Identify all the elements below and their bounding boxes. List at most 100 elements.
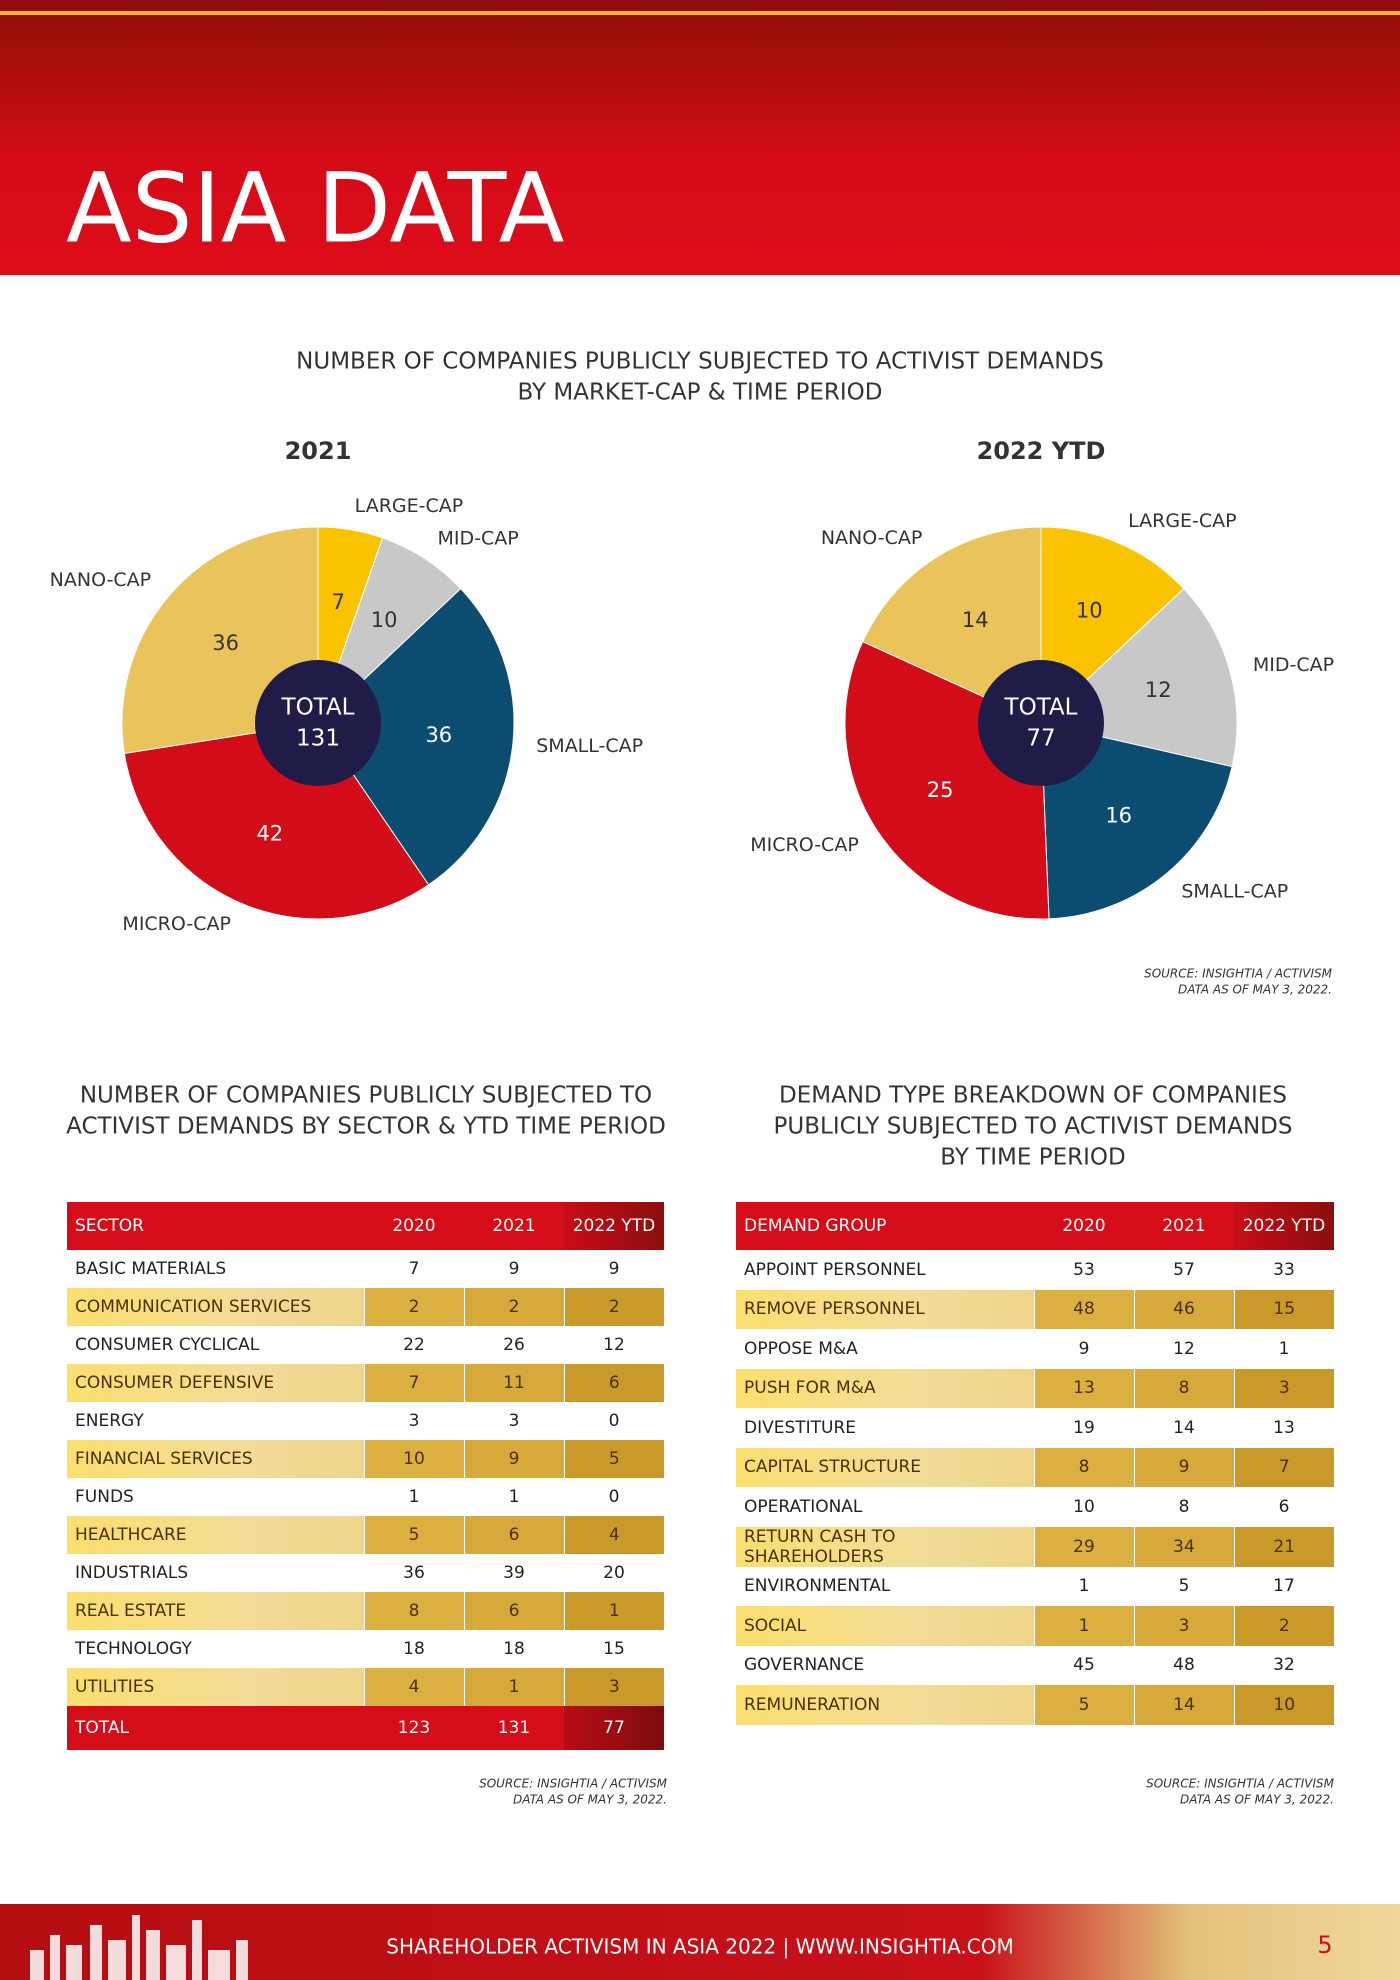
column-header: 2020 — [364, 1202, 464, 1250]
cell-value: 15 — [603, 1639, 625, 1659]
table-row: BASIC MATERIALS 7 9 9 — [67, 1250, 664, 1288]
cell-value: 6 — [463, 1592, 564, 1630]
sector-table: SECTOR 2020 2021 2022 YTD BASIC MATERIALS 7 9 9… — [67, 1202, 664, 1750]
total-label: TOTAL — [67, 1706, 364, 1750]
cell-value: 9 — [1133, 1447, 1234, 1487]
header-row: DEMAND GROUP 2020 2021 2022 YTD — [736, 1202, 1334, 1250]
cell-value: 48 — [1033, 1289, 1134, 1329]
column-header: 2021 — [1134, 1202, 1234, 1250]
cell-value: 1 — [563, 1592, 664, 1630]
chart-section-title: BY MARKET-CAP & TIME PERIOD — [517, 380, 882, 406]
slice-label: NANO-CAP — [50, 569, 152, 591]
table-row: OPPOSE M&A 9 12 1 — [736, 1329, 1334, 1369]
slice-label: MID-CAP — [1253, 654, 1334, 676]
cell-value: 1 — [408, 1487, 420, 1507]
slice-value: 36 — [212, 631, 239, 655]
table-row: FINANCIAL SERVICES 10 9 5 — [67, 1440, 664, 1478]
cell-value: 3 — [563, 1668, 664, 1706]
slice-value: 7 — [332, 590, 345, 614]
table-row: CAPITAL STRUCTURE 8 9 7 — [736, 1447, 1334, 1487]
slice-label: MICRO-CAP — [750, 834, 859, 856]
cell-value: 20 — [603, 1563, 625, 1583]
column-header: 2022 YTD — [564, 1202, 664, 1250]
cell-value: 7 — [408, 1259, 420, 1279]
cell-value: 10 — [363, 1440, 464, 1478]
row-label: UTILITIES — [67, 1668, 364, 1706]
table-title: DEMAND TYPE BREAKDOWN OF COMPANIES — [779, 1083, 1287, 1109]
demand-table: DEMAND GROUP 2020 2021 2022 YTD APPOINT PERS… — [736, 1202, 1334, 1725]
row-label: ENVIRONMENTAL — [744, 1576, 891, 1597]
cell-value: 2 — [563, 1288, 664, 1326]
total-value: 77 — [1026, 726, 1055, 752]
row-label: FINANCIAL SERVICES — [67, 1440, 364, 1478]
total-badge — [978, 660, 1104, 786]
cell-value: 8 — [1133, 1368, 1234, 1408]
total-label: TOTAL — [1004, 695, 1078, 721]
cell-value: 34 — [1133, 1526, 1234, 1567]
cell-value: 14 — [1173, 1417, 1195, 1438]
cell-value: 9 — [508, 1259, 520, 1279]
cell-value: 5 — [563, 1440, 664, 1478]
source-note: SOURCE: INSIGHTIA / ACTIVISM — [1144, 967, 1333, 981]
source-note: SOURCE: INSIGHTIA / ACTIVISM — [1146, 1777, 1335, 1791]
source-note: SOURCE: INSIGHTIA / ACTIVISM — [479, 1777, 668, 1791]
cell-value: 26 — [503, 1335, 525, 1355]
row-label: GOVERNANCE — [744, 1655, 865, 1676]
slice-value: 10 — [1076, 598, 1103, 622]
column-header: 2021 — [464, 1202, 564, 1250]
table-row: RETURN CASH TO SHAREHOLDERS 29 34 21 — [736, 1526, 1334, 1567]
cell-value: 3 — [408, 1411, 420, 1431]
table-row: HEALTHCARE 5 6 4 — [67, 1516, 664, 1554]
chart-title: 2021 — [285, 437, 352, 465]
page-title: ASIA DATA — [66, 152, 564, 264]
column-header: 2022 YTD — [1234, 1202, 1334, 1250]
slice-value: 25 — [927, 778, 954, 802]
header-band — [0, 0, 1400, 275]
page-number: 5 — [1317, 1931, 1332, 1959]
cell-value: 21 — [1233, 1526, 1334, 1567]
cell-value: 0 — [608, 1411, 620, 1431]
cell-value: 8 — [363, 1592, 464, 1630]
pie-slice — [123, 722, 430, 920]
row-label: TECHNOLOGY — [75, 1639, 192, 1659]
slice-label: LARGE-CAP — [1128, 510, 1237, 532]
row-label: REMOVE PERSONNEL — [736, 1289, 1034, 1329]
cell-value: 14 — [1133, 1685, 1234, 1725]
footer-band — [0, 1904, 1400, 1980]
pie-slice — [317, 587, 515, 886]
column-header: 2020 — [1034, 1202, 1134, 1250]
table-row: REMUNERATION 5 14 10 — [736, 1685, 1334, 1725]
source-note: DATA AS OF MAY 3, 2022. — [1178, 983, 1332, 997]
row-label: RETURN CASH TO SHAREHOLDERS — [736, 1526, 1034, 1567]
cell-value: 8 — [1178, 1496, 1190, 1517]
table-title: ACTIVIST DEMANDS BY SECTOR & YTD TIME PE… — [66, 1114, 666, 1140]
source-note: DATA AS OF MAY 3, 2022. — [1180, 1793, 1334, 1807]
row-label: CONSUMER CYCLICAL — [75, 1335, 260, 1355]
cell-value: 45 — [1073, 1655, 1095, 1676]
table-row: UTILITIES 4 1 3 — [67, 1668, 664, 1706]
cell-value: 2 — [463, 1288, 564, 1326]
skyline-icon — [30, 1915, 248, 1980]
slice-value: 10 — [371, 608, 398, 632]
cell-value: 57 — [1173, 1259, 1195, 1280]
header-row: SECTOR 2020 2021 2022 YTD — [67, 1202, 664, 1250]
header-rule — [0, 11, 1400, 15]
table-row: ENERGY 3 3 0 — [67, 1402, 664, 1440]
table-row: SOCIAL 1 3 2 — [736, 1606, 1334, 1646]
table-row: CONSUMER DEFENSIVE 7 11 6 — [67, 1364, 664, 1402]
table-row: REMOVE PERSONNEL 48 46 15 — [736, 1289, 1334, 1329]
table-row: CONSUMER CYCLICAL 22 26 12 — [67, 1326, 664, 1364]
cell-value: 5 — [363, 1516, 464, 1554]
cell-value: 4 — [563, 1516, 664, 1554]
cell-value: 1 — [508, 1487, 520, 1507]
cell-value: 17 — [1273, 1576, 1295, 1597]
slice-value: 16 — [1105, 803, 1132, 827]
row-label: PUSH FOR M&A — [736, 1368, 1034, 1408]
table-row: REAL ESTATE 8 6 1 — [67, 1592, 664, 1630]
cell-value: 13 — [1273, 1417, 1295, 1438]
table-row: PUSH FOR M&A 13 8 3 — [736, 1368, 1334, 1408]
cell-value: 9 — [608, 1259, 620, 1279]
cell-value: 46 — [1133, 1289, 1234, 1329]
table-row: APPOINT PERSONNEL 53 57 33 — [736, 1250, 1334, 1290]
